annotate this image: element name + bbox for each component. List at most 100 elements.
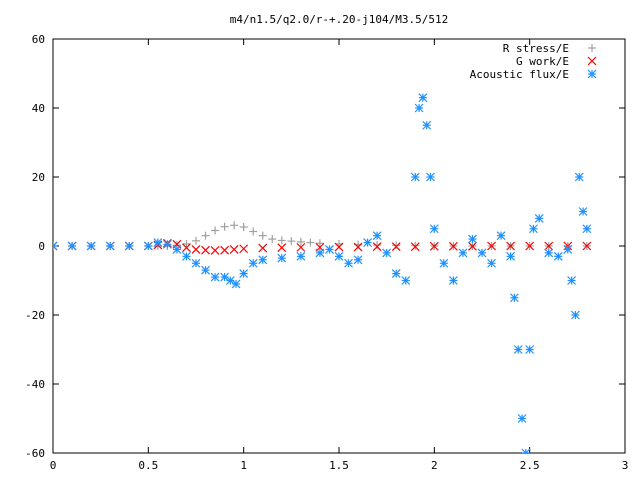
data-point	[496, 231, 506, 241]
data-point	[582, 241, 592, 251]
data-point	[201, 231, 210, 240]
data-point	[124, 241, 134, 251]
x-tick-label: 0	[50, 459, 57, 472]
data-point	[582, 224, 592, 234]
data-point	[372, 231, 382, 241]
data-point	[529, 224, 538, 234]
data-point	[277, 236, 286, 245]
data-point	[143, 241, 153, 251]
data-point	[296, 237, 305, 246]
data-point	[315, 248, 325, 258]
data-point	[287, 237, 296, 246]
data-point	[182, 251, 191, 261]
data-point	[373, 240, 382, 249]
data-point	[105, 241, 115, 251]
data-point	[239, 223, 248, 232]
chart-title: m4/n1.5/q2.0/r-+.20-j104/M3.5/512	[230, 13, 449, 26]
data-point	[191, 245, 201, 254]
data-point	[468, 241, 477, 251]
data-point	[477, 248, 487, 258]
data-point	[391, 269, 401, 279]
data-point	[239, 269, 249, 279]
x-tick-label: 1.5	[329, 459, 349, 472]
data-point	[277, 243, 287, 253]
legend-label: Acoustic flux/E	[470, 68, 569, 81]
data-point	[411, 241, 420, 250]
legend-marker	[587, 56, 597, 66]
data-point	[230, 221, 239, 230]
data-point	[258, 255, 268, 265]
data-point	[191, 258, 201, 268]
data-point	[182, 243, 191, 253]
data-point	[258, 231, 267, 240]
legend-marker	[587, 69, 597, 79]
data-point	[210, 272, 220, 282]
data-point	[448, 241, 458, 251]
data-point	[401, 276, 411, 285]
data-point	[210, 246, 220, 255]
data-point	[392, 241, 401, 250]
data-point	[220, 222, 229, 231]
data-point	[344, 258, 353, 268]
data-point	[571, 310, 580, 320]
data-point	[67, 241, 77, 251]
data-point	[201, 245, 210, 255]
data-point	[418, 93, 428, 103]
data-point	[567, 276, 577, 285]
data-point	[353, 255, 363, 265]
data-point	[363, 238, 373, 247]
data-point	[574, 172, 584, 182]
data-point	[525, 345, 535, 354]
data-point	[372, 242, 382, 252]
data-point	[414, 103, 424, 113]
x-tick-label: 3	[622, 459, 629, 472]
data-point	[258, 243, 268, 253]
data-point	[53, 241, 58, 251]
data-point	[182, 239, 191, 248]
data-point	[429, 224, 439, 234]
data-point	[468, 234, 477, 244]
data-point	[239, 244, 249, 254]
y-tick-label: 0	[38, 240, 45, 253]
axes: 0 0.5 1 1.5 2 2.5 3 -60 -40 -20 0 20 40 60	[25, 33, 628, 472]
data-point	[201, 265, 210, 275]
data-point	[249, 227, 258, 236]
data-point	[391, 242, 401, 252]
data-point	[544, 241, 554, 251]
data-point	[422, 120, 432, 130]
y-tick-label: 20	[32, 171, 45, 184]
data-point	[211, 226, 220, 235]
data-point	[248, 258, 258, 268]
data-point	[315, 239, 324, 248]
data-point	[325, 245, 334, 254]
x-tick-label: 1	[240, 459, 247, 472]
data-point	[544, 248, 554, 258]
data-point	[429, 241, 439, 251]
y-tick-label: 60	[32, 33, 45, 46]
x-tick-label: 2.5	[520, 459, 540, 472]
data-point	[563, 245, 573, 254]
data-point	[296, 251, 306, 261]
data-point	[439, 258, 449, 268]
data-point	[506, 251, 516, 261]
data-point	[517, 414, 527, 423]
data-point	[458, 248, 468, 258]
data-point	[410, 172, 420, 182]
data-point	[506, 241, 516, 251]
data-point	[487, 258, 496, 268]
data-point	[534, 213, 544, 223]
data-point	[162, 239, 172, 249]
data-point	[220, 272, 230, 282]
data-point	[513, 345, 523, 354]
data-point	[426, 172, 435, 182]
data-point	[353, 242, 363, 252]
data-point	[172, 245, 182, 254]
data-point	[487, 241, 496, 251]
data-point	[277, 253, 287, 263]
data-point	[509, 293, 519, 303]
data-point	[86, 241, 96, 251]
data-point	[229, 245, 239, 254]
series-3	[53, 93, 592, 453]
data-point	[220, 245, 230, 255]
